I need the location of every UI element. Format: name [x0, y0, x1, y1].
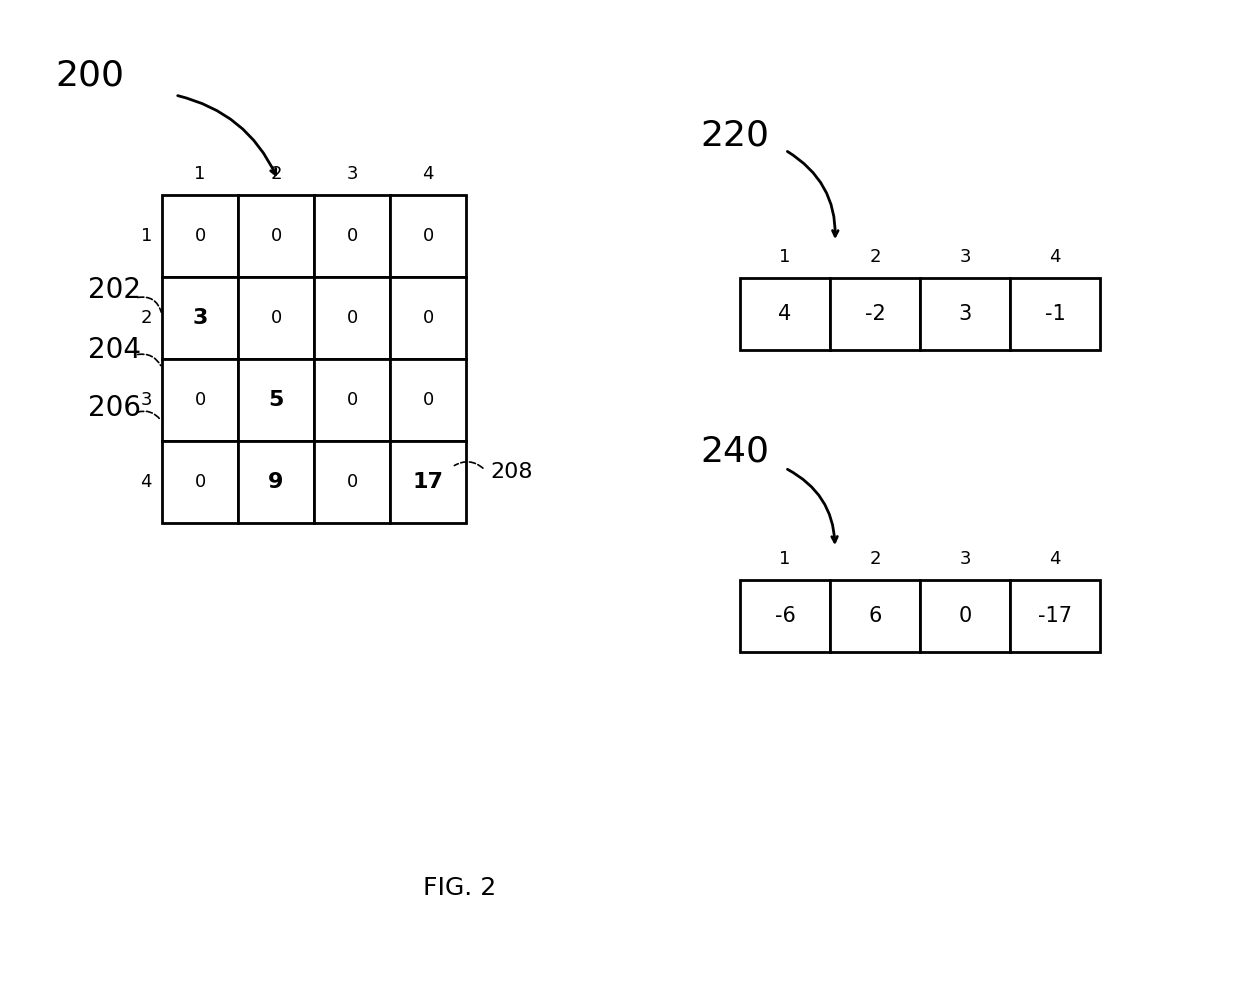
Text: 0: 0 [195, 391, 206, 409]
Bar [314, 441, 391, 523]
Text: 0: 0 [346, 391, 357, 409]
Text: 4: 4 [1049, 550, 1060, 568]
Bar [740, 278, 830, 350]
Text: -6: -6 [775, 606, 795, 626]
Bar [162, 441, 238, 523]
Bar [314, 277, 391, 359]
Text: 3: 3 [960, 248, 971, 266]
Text: 0: 0 [423, 227, 434, 245]
Text: 0: 0 [959, 606, 972, 626]
Bar [162, 359, 238, 441]
Text: 3: 3 [346, 165, 358, 183]
Text: 3: 3 [192, 308, 207, 328]
Text: 204: 204 [88, 336, 141, 364]
Text: 9: 9 [268, 472, 284, 492]
Text: -17: -17 [1038, 606, 1073, 626]
Text: 0: 0 [346, 473, 357, 491]
Bar [238, 195, 314, 277]
Text: -2: -2 [864, 304, 885, 324]
Text: 200: 200 [55, 58, 124, 92]
Bar [920, 278, 1011, 350]
Text: 202: 202 [88, 276, 141, 304]
Text: 4: 4 [779, 304, 791, 324]
Bar [830, 580, 920, 652]
Bar [238, 441, 314, 523]
Bar [830, 278, 920, 350]
Text: 3: 3 [140, 391, 153, 409]
Text: -1: -1 [1044, 304, 1065, 324]
Text: 0: 0 [346, 227, 357, 245]
Text: 0: 0 [346, 309, 357, 327]
Text: 0: 0 [423, 309, 434, 327]
Text: 206: 206 [88, 394, 141, 422]
Text: 0: 0 [423, 391, 434, 409]
Bar [314, 359, 391, 441]
Bar [391, 277, 466, 359]
Text: 2: 2 [270, 165, 281, 183]
Bar [391, 441, 466, 523]
Text: 1: 1 [195, 165, 206, 183]
Text: 3: 3 [959, 304, 972, 324]
Text: 4: 4 [140, 473, 153, 491]
Bar [1011, 278, 1100, 350]
Bar [314, 195, 391, 277]
Text: 1: 1 [779, 550, 791, 568]
Bar [740, 580, 830, 652]
Text: 5: 5 [268, 390, 284, 410]
Text: 0: 0 [195, 227, 206, 245]
Text: FIG. 2: FIG. 2 [423, 876, 497, 900]
Bar [238, 359, 314, 441]
Text: 240: 240 [701, 435, 769, 469]
Bar [238, 277, 314, 359]
Text: 1: 1 [779, 248, 791, 266]
Bar [1011, 580, 1100, 652]
Text: 4: 4 [1049, 248, 1060, 266]
Text: 3: 3 [960, 550, 971, 568]
Bar [162, 277, 238, 359]
Text: 2: 2 [869, 248, 880, 266]
Text: 2: 2 [869, 550, 880, 568]
Text: 6: 6 [868, 606, 882, 626]
Text: 1: 1 [140, 227, 153, 245]
Text: 17: 17 [413, 472, 444, 492]
Bar [162, 195, 238, 277]
Text: 2: 2 [140, 309, 153, 327]
Text: 4: 4 [423, 165, 434, 183]
Bar [391, 359, 466, 441]
Text: 0: 0 [270, 227, 281, 245]
Text: 208: 208 [490, 462, 532, 482]
Bar [920, 580, 1011, 652]
Bar [391, 195, 466, 277]
Text: 0: 0 [195, 473, 206, 491]
Text: 220: 220 [701, 118, 769, 152]
Text: 0: 0 [270, 309, 281, 327]
